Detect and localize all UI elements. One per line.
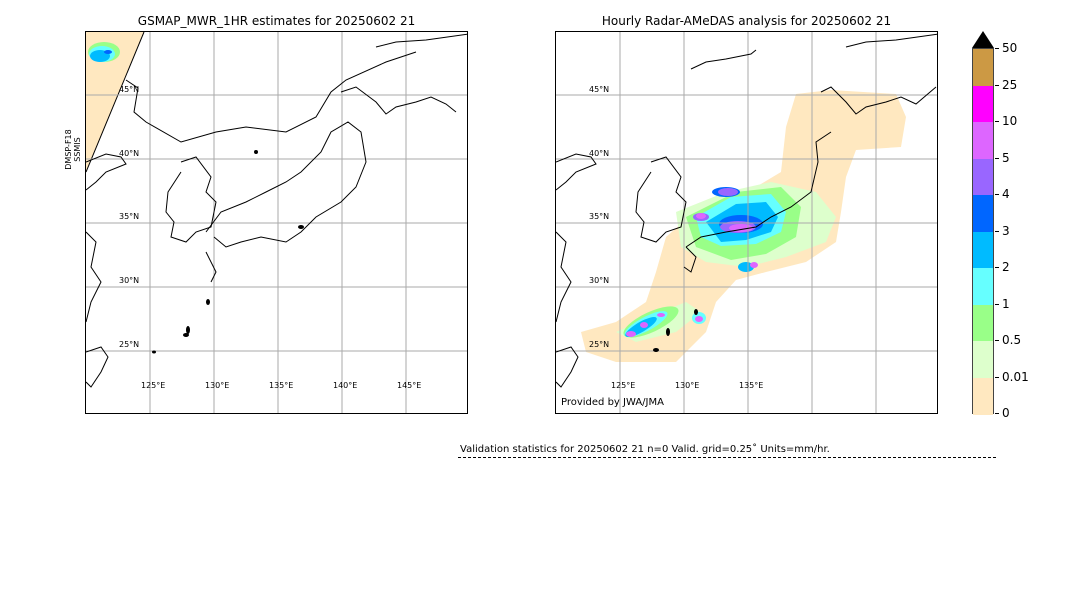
right-lon-130: 130°E bbox=[675, 381, 700, 390]
colorbar-extend-arrow-icon bbox=[972, 31, 994, 48]
validation-divider bbox=[458, 457, 996, 458]
left-lon-140: 140°E bbox=[333, 381, 358, 390]
colorbar-tick-25: 25 bbox=[995, 78, 1017, 92]
left-lon-130: 130°E bbox=[205, 381, 230, 390]
colorbar-tick-0.01: 0.01 bbox=[995, 370, 1029, 384]
right-lat-30: 30°N bbox=[589, 276, 610, 285]
colorbar bbox=[972, 48, 994, 415]
colorbar-tick-3: 3 bbox=[995, 224, 1010, 238]
colorbar-tick-10: 10 bbox=[995, 114, 1017, 128]
left-lat-40: 40°N bbox=[119, 149, 140, 158]
left-lat-25: 25°N bbox=[119, 340, 140, 349]
colorbar-tick-2: 2 bbox=[995, 260, 1010, 274]
right-lat-45: 45°N bbox=[589, 85, 610, 94]
left-lat-30: 30°N bbox=[119, 276, 140, 285]
left-lon-145: 145°E bbox=[397, 381, 422, 390]
left-lat-35: 35°N bbox=[119, 212, 140, 221]
right-lon-135: 135°E bbox=[739, 381, 764, 390]
sensor-label: DMSP-F18 SSMIS bbox=[64, 129, 82, 170]
right-lat-25: 25°N bbox=[589, 340, 610, 349]
left-map-title: GSMAP_MWR_1HR estimates for 20250602 21 bbox=[137, 14, 416, 28]
right-map bbox=[555, 31, 938, 414]
left-lon-125: 125°E bbox=[141, 381, 166, 390]
colorbar-tick-50: 50 bbox=[995, 41, 1017, 55]
left-map bbox=[85, 31, 468, 414]
right-lon-125: 125°E bbox=[611, 381, 636, 390]
left-lon-135: 135°E bbox=[269, 381, 294, 390]
right-map-title: Hourly Radar-AMeDAS analysis for 2025060… bbox=[601, 14, 892, 28]
colorbar-tick-1: 1 bbox=[995, 297, 1010, 311]
colorbar-tick-0.5: 0.5 bbox=[995, 333, 1021, 347]
right-map-canvas bbox=[556, 32, 937, 413]
right-lat-40: 40°N bbox=[589, 149, 610, 158]
colorbar-tick-4: 4 bbox=[995, 187, 1010, 201]
colorbar-tick-0: 0 bbox=[995, 406, 1010, 420]
colorbar-tick-5: 5 bbox=[995, 151, 1010, 165]
validation-statistics: Validation statistics for 20250602 21 n=… bbox=[460, 444, 830, 455]
left-map-canvas bbox=[86, 32, 467, 413]
left-lat-45: 45°N bbox=[119, 85, 140, 94]
data-credit: Provided by JWA/JMA bbox=[561, 397, 664, 408]
right-lat-35: 35°N bbox=[589, 212, 610, 221]
